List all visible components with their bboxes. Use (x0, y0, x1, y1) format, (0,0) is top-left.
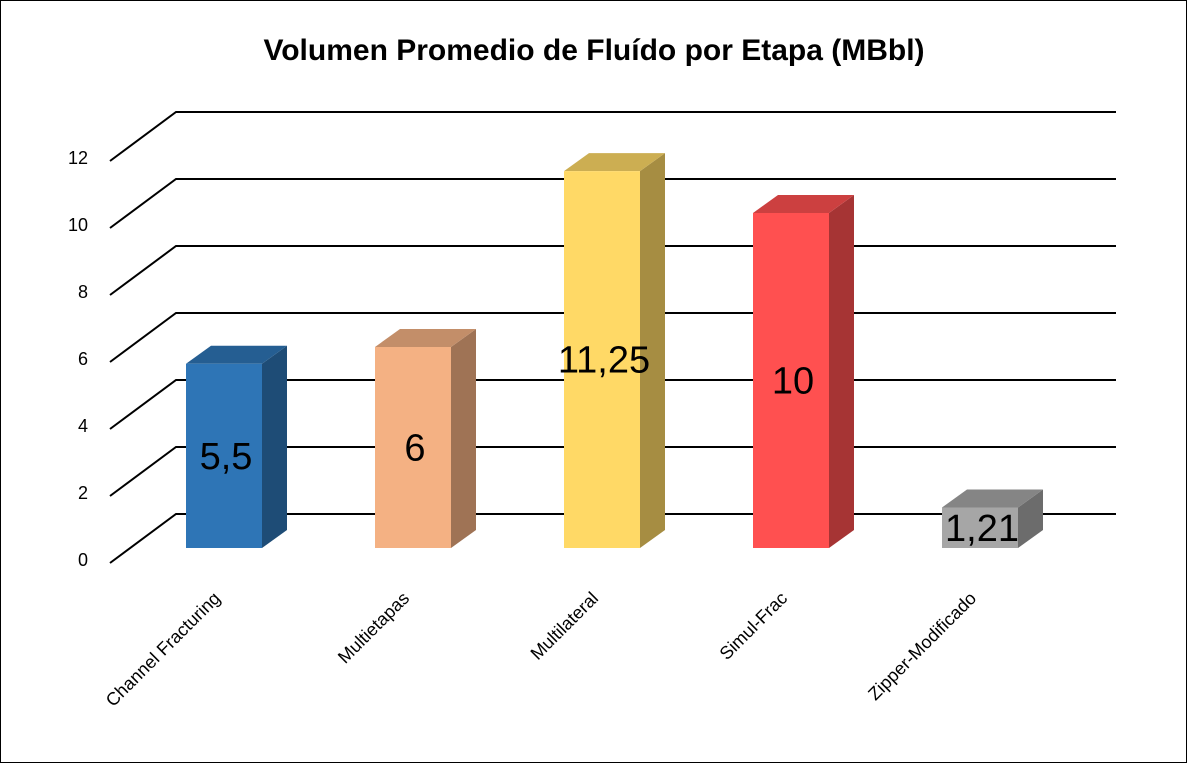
bar (186, 363, 262, 548)
data-label: 10 (772, 361, 814, 403)
bar-side (262, 345, 287, 548)
bar-top (186, 345, 287, 364)
bar (564, 171, 640, 548)
chart-title: Volumen Promedio de Fluído por Etapa (MB… (263, 34, 924, 67)
grid-line (109, 178, 1116, 229)
grid-line (109, 111, 1116, 162)
y-tick-label: 0 (78, 550, 88, 570)
y-tick-label: 10 (68, 215, 88, 235)
bar-side (829, 195, 854, 548)
bar-top (375, 329, 476, 347)
data-label: 5,5 (200, 436, 253, 478)
y-tick-label: 12 (68, 148, 88, 168)
y-tick-label: 4 (78, 416, 88, 436)
bar-top (753, 195, 854, 213)
bar-top (564, 153, 665, 172)
bar-side (640, 153, 665, 548)
bar (942, 507, 1018, 548)
data-label: 6 (404, 428, 425, 470)
bar (753, 213, 829, 548)
bar-side (451, 329, 476, 548)
y-tick-label: 6 (78, 349, 88, 369)
bar-side (1018, 489, 1043, 548)
data-label: 1,21 (945, 508, 1019, 550)
data-label: 11,25 (558, 340, 650, 382)
y-tick-label: 2 (78, 483, 88, 503)
y-tick-label: 8 (78, 282, 88, 302)
bar (375, 347, 451, 548)
bar-top (942, 489, 1043, 508)
